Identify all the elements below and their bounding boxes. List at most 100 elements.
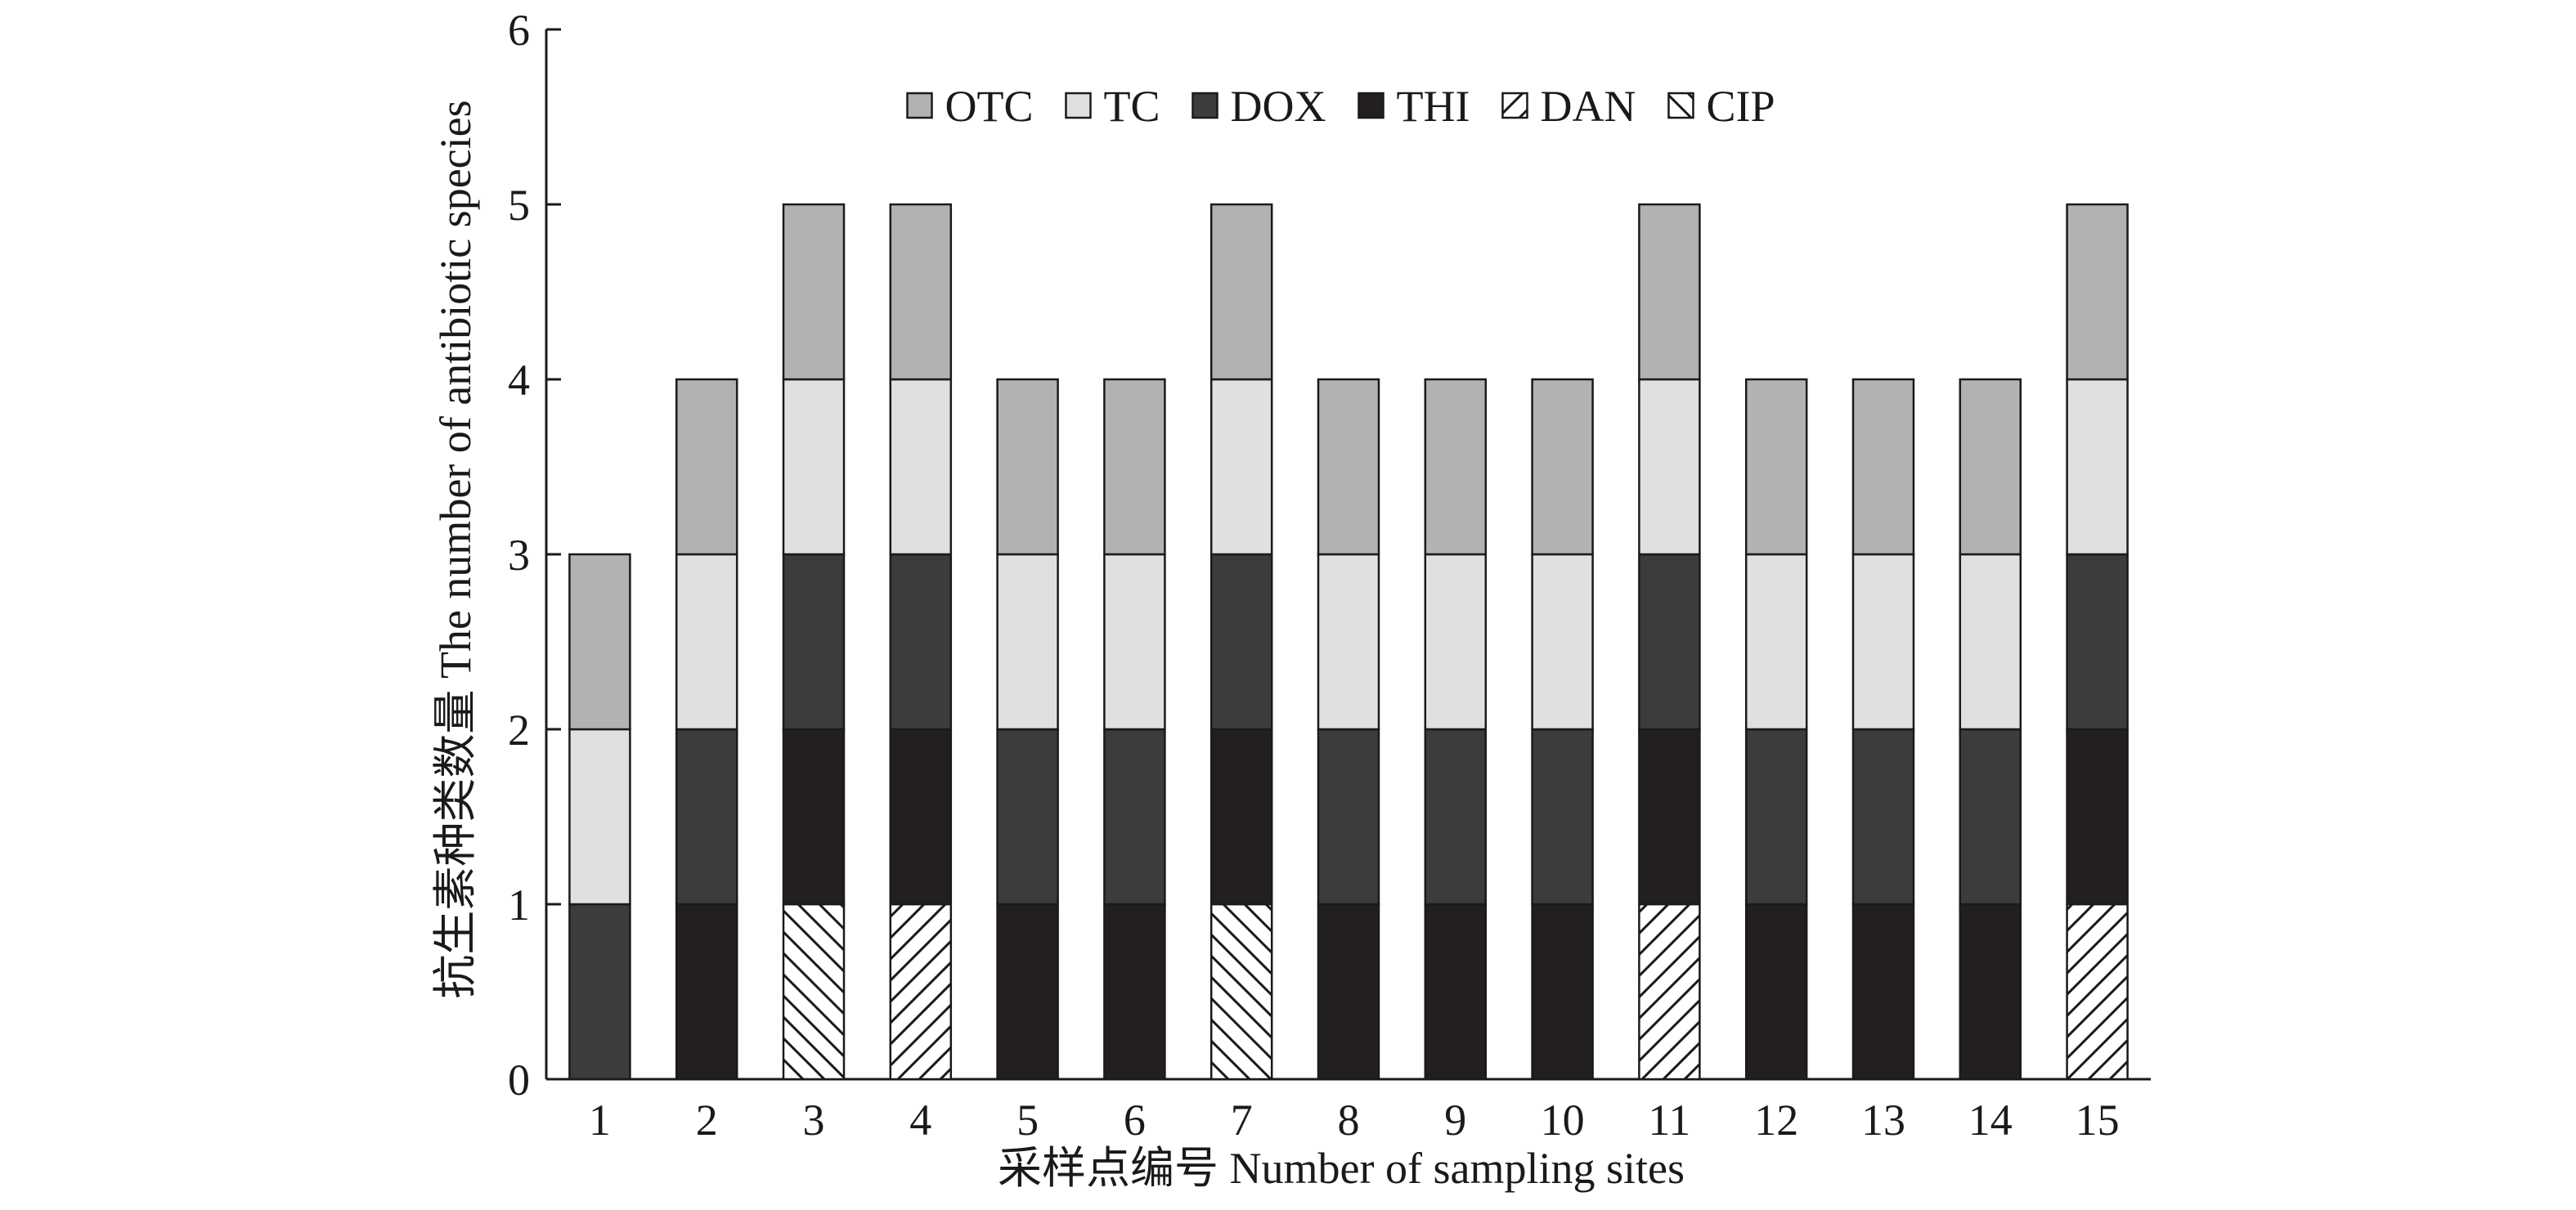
- bar-otc-site-9: [1424, 378, 1488, 556]
- bar-otc-site-1: [568, 553, 631, 731]
- bar-dox-site-15: [2066, 553, 2129, 731]
- bar-thi-site-6: [1103, 903, 1166, 1081]
- y-tick-label: 3: [508, 531, 530, 580]
- x-tick-label: 1: [589, 1096, 611, 1145]
- legend-swatch-thi: [1358, 92, 1384, 119]
- legend-swatch-dox: [1192, 92, 1218, 119]
- y-tick-label: 0: [508, 1055, 530, 1105]
- bar-otc-site-14: [1959, 378, 2022, 556]
- x-tick-label: 7: [1231, 1096, 1253, 1145]
- bar-tc-site-5: [996, 553, 1059, 731]
- bar-tc-site-3: [782, 378, 846, 556]
- bar-thi-site-7: [1209, 728, 1273, 906]
- bar-dox-site-9: [1424, 728, 1488, 906]
- x-tick-label: 4: [909, 1096, 931, 1145]
- legend-label-thi: THI: [1397, 82, 1470, 131]
- x-tick-label: 12: [1754, 1096, 1798, 1145]
- bar-dox-site-10: [1531, 728, 1594, 906]
- bar-thi-site-9: [1424, 903, 1488, 1081]
- bar-otc-site-8: [1317, 378, 1380, 556]
- bar-dox-site-7: [1209, 553, 1273, 731]
- bar-otc-site-4: [889, 203, 953, 381]
- x-tick-label: 13: [1861, 1096, 1905, 1145]
- legend-swatch-cip: [1667, 92, 1694, 119]
- bar-otc-site-2: [675, 378, 738, 556]
- y-axis-label: 抗生素种类数量 The number of antibiotic species: [431, 100, 480, 998]
- bar-otc-site-7: [1209, 203, 1273, 381]
- bar-tc-site-4: [889, 378, 953, 556]
- bar-otc-site-12: [1744, 378, 1808, 556]
- bar-dox-site-4: [889, 553, 953, 731]
- bar-dox-site-3: [782, 553, 846, 731]
- bar-thi-site-4: [889, 728, 953, 906]
- bar-thi-site-15: [2066, 728, 2129, 906]
- bar-tc-site-7: [1209, 378, 1273, 556]
- legend-label-dox: DOX: [1231, 82, 1326, 131]
- bar-dox-site-13: [1851, 728, 1915, 906]
- y-tick-label: 1: [508, 881, 530, 930]
- bar-dan-site-15: [2066, 903, 2129, 1081]
- legend-label-cip: CIP: [1706, 82, 1775, 131]
- bar-otc-site-3: [782, 203, 846, 381]
- y-tick-labels: 0 1 2 3 4 5 6: [508, 6, 561, 1105]
- x-tick-labels: 1 2 3 4 5 6 7 8 9 10 11 12 13 14 15: [589, 1096, 2120, 1145]
- legend-swatch-tc: [1065, 92, 1092, 119]
- bars: [568, 203, 2129, 1081]
- bar-dox-site-8: [1317, 728, 1380, 906]
- bar-otc-site-5: [996, 378, 1059, 556]
- x-tick-label: 5: [1016, 1096, 1039, 1145]
- bar-thi-site-11: [1638, 728, 1701, 906]
- bar-thi-site-13: [1851, 903, 1915, 1081]
- bar-tc-site-2: [675, 553, 738, 731]
- bar-dox-site-1: [568, 903, 631, 1081]
- bar-tc-site-8: [1317, 553, 1380, 731]
- bar-tc-site-10: [1531, 553, 1594, 731]
- x-tick-label: 8: [1338, 1096, 1360, 1145]
- y-tick-label: 6: [508, 6, 530, 55]
- legend-label-dan: DAN: [1540, 82, 1636, 131]
- bar-dox-site-6: [1103, 728, 1166, 906]
- bar-otc-site-6: [1103, 378, 1166, 556]
- bar-dox-site-5: [996, 728, 1059, 906]
- bar-otc-site-11: [1638, 203, 1701, 381]
- x-tick-label: 3: [803, 1096, 825, 1145]
- x-tick-label: 9: [1444, 1096, 1466, 1145]
- legend: OTC TC DOX THI DAN CIP: [906, 82, 1775, 131]
- x-tick-label: 11: [1648, 1096, 1690, 1145]
- legend-label-tc: TC: [1103, 82, 1160, 131]
- bar-otc-site-15: [2066, 203, 2129, 381]
- bar-tc-site-6: [1103, 553, 1166, 731]
- x-tick-label: 2: [696, 1096, 718, 1145]
- x-tick-label: 10: [1541, 1096, 1585, 1145]
- legend-swatch-otc: [906, 92, 933, 119]
- bar-dox-site-14: [1959, 728, 2022, 906]
- bar-tc-site-15: [2066, 378, 2129, 556]
- bar-tc-site-11: [1638, 378, 1701, 556]
- x-tick-label: 14: [1968, 1096, 2013, 1145]
- bar-tc-site-9: [1424, 553, 1488, 731]
- bar-dan-site-4: [889, 903, 953, 1081]
- y-tick-label: 5: [508, 181, 530, 230]
- bar-cip-site-3: [782, 903, 846, 1081]
- bar-tc-site-1: [568, 728, 631, 906]
- bar-dox-site-2: [675, 728, 738, 906]
- bar-thi-site-10: [1531, 903, 1594, 1081]
- y-tick-label: 4: [508, 356, 530, 405]
- bar-thi-site-14: [1959, 903, 2022, 1081]
- x-tick-label: 6: [1124, 1096, 1146, 1145]
- bar-tc-site-13: [1851, 553, 1915, 731]
- bar-tc-site-12: [1744, 553, 1808, 731]
- bar-dan-site-11: [1638, 903, 1701, 1081]
- legend-label-otc: OTC: [945, 82, 1033, 131]
- bar-thi-site-2: [675, 903, 738, 1081]
- bar-dox-site-12: [1744, 728, 1808, 906]
- bar-thi-site-8: [1317, 903, 1380, 1081]
- bar-otc-site-13: [1851, 378, 1915, 556]
- x-tick-label: 15: [2076, 1096, 2120, 1145]
- bar-otc-site-10: [1531, 378, 1594, 556]
- bar-cip-site-7: [1209, 903, 1273, 1081]
- bar-tc-site-14: [1959, 553, 2022, 731]
- bar-thi-site-5: [996, 903, 1059, 1081]
- bar-thi-site-12: [1744, 903, 1808, 1081]
